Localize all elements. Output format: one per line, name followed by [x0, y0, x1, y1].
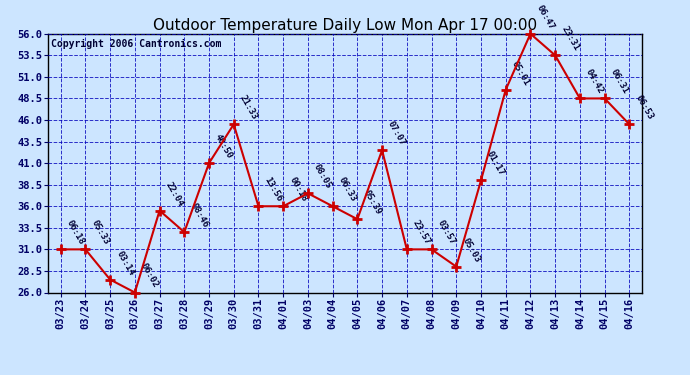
- Text: 40:50: 40:50: [213, 133, 235, 160]
- Text: 05:01: 05:01: [510, 59, 531, 87]
- Text: 23:31: 23:31: [560, 25, 580, 52]
- Text: 06:02: 06:02: [139, 262, 160, 290]
- Text: 06:31: 06:31: [609, 68, 630, 96]
- Text: Copyright 2006 Cantronics.com: Copyright 2006 Cantronics.com: [51, 39, 221, 49]
- Text: 05:33: 05:33: [90, 219, 111, 247]
- Text: 05:39: 05:39: [362, 189, 383, 216]
- Text: 22:04: 22:04: [164, 180, 185, 208]
- Text: 06:33: 06:33: [337, 176, 358, 204]
- Text: 08:05: 08:05: [312, 163, 333, 190]
- Text: 13:56: 13:56: [263, 176, 284, 204]
- Text: 08:46: 08:46: [188, 202, 210, 229]
- Title: Outdoor Temperature Daily Low Mon Apr 17 00:00: Outdoor Temperature Daily Low Mon Apr 17…: [153, 18, 537, 33]
- Text: 06:53: 06:53: [633, 94, 655, 122]
- Text: 21:33: 21:33: [238, 94, 259, 122]
- Text: 03:14: 03:14: [115, 249, 135, 277]
- Text: 07:07: 07:07: [386, 120, 408, 147]
- Text: 00:18: 00:18: [287, 176, 308, 204]
- Text: 23:57: 23:57: [411, 219, 432, 247]
- Text: 04:42: 04:42: [584, 68, 605, 96]
- Text: 03:57: 03:57: [435, 219, 457, 247]
- Text: 06:47: 06:47: [535, 3, 556, 31]
- Text: 01:17: 01:17: [485, 150, 506, 178]
- Text: 05:03: 05:03: [460, 236, 482, 264]
- Text: 06:18: 06:18: [65, 219, 86, 247]
